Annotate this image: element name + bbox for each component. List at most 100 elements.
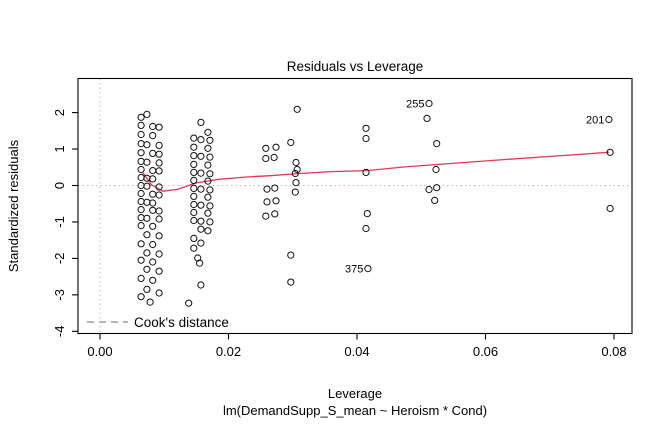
data-point xyxy=(149,222,157,230)
data-point xyxy=(149,132,157,140)
data-point xyxy=(143,214,151,222)
data-point xyxy=(196,259,204,267)
data-point xyxy=(423,114,431,123)
data-point xyxy=(291,188,299,196)
data-point xyxy=(137,157,145,165)
data-point xyxy=(185,299,193,307)
x-tick-label: 0.02 xyxy=(216,344,241,359)
data-point xyxy=(197,118,205,127)
data-point xyxy=(137,222,145,230)
data-point xyxy=(362,134,370,143)
cooks-distance-legend-label: Cook's distance xyxy=(134,315,229,330)
data-point xyxy=(204,209,212,217)
data-point xyxy=(262,144,270,152)
point-label-201: 201 xyxy=(586,114,604,126)
data-point xyxy=(287,138,295,147)
plot-title: Residuals vs Leverage xyxy=(287,59,424,74)
x-axis-label: Leverage xyxy=(328,386,382,401)
data-point xyxy=(206,153,214,161)
plot-border xyxy=(77,77,633,335)
data-point xyxy=(137,206,145,214)
data-point xyxy=(272,143,280,151)
data-point xyxy=(197,201,205,209)
data-point xyxy=(143,158,151,166)
data-point xyxy=(149,206,157,214)
data-point xyxy=(137,140,145,148)
data-point xyxy=(206,218,214,226)
data-point xyxy=(143,265,151,273)
data-point xyxy=(364,265,372,273)
data-point xyxy=(155,123,163,131)
data-point xyxy=(137,121,145,130)
data-point xyxy=(155,207,163,215)
data-point xyxy=(270,153,278,161)
data-point xyxy=(149,122,157,131)
data-point xyxy=(137,240,145,248)
point-label-255: 255 xyxy=(406,98,424,110)
data-point xyxy=(197,239,205,247)
data-point xyxy=(431,196,439,204)
y-tick-label: -2 xyxy=(52,253,67,265)
data-point xyxy=(143,182,151,190)
data-point xyxy=(271,184,279,192)
data-point xyxy=(143,285,151,293)
data-point xyxy=(363,210,371,218)
x-tick-label: 0.00 xyxy=(87,344,112,359)
data-point xyxy=(197,185,205,193)
data-point xyxy=(137,197,145,206)
data-point xyxy=(271,210,279,218)
data-point xyxy=(197,225,205,233)
data-point xyxy=(206,136,214,144)
point-label-375: 375 xyxy=(345,263,363,275)
data-point xyxy=(190,234,198,242)
data-point xyxy=(190,192,198,200)
data-point xyxy=(146,298,154,306)
data-point xyxy=(197,136,205,144)
data-point xyxy=(262,154,270,163)
data-point xyxy=(137,149,145,157)
data-point xyxy=(137,165,145,174)
data-point xyxy=(137,256,145,264)
data-point xyxy=(204,161,212,169)
data-point xyxy=(197,217,205,225)
data-point xyxy=(204,227,212,235)
data-point xyxy=(155,267,163,275)
y-axis-label: Standardized residuals xyxy=(6,139,21,272)
data-point xyxy=(149,149,157,157)
chart-layer: 0.00 0.02 0.04 0.06 0.08 -4 -3 -2 -1 0 1 2 255 201 375 xyxy=(52,78,632,359)
data-point xyxy=(190,176,198,184)
data-point xyxy=(197,281,205,289)
y-tick-label: -3 xyxy=(52,289,67,301)
data-point xyxy=(204,144,212,152)
data-point xyxy=(263,198,271,206)
data-point xyxy=(143,110,151,119)
data-point xyxy=(190,168,198,176)
data-point xyxy=(190,152,198,160)
data-point xyxy=(155,167,163,175)
data-point xyxy=(149,175,157,183)
data-point xyxy=(362,168,370,176)
data-point xyxy=(190,216,198,225)
data-point xyxy=(137,113,145,121)
data-point xyxy=(155,183,163,191)
data-point xyxy=(292,158,300,167)
data-point xyxy=(206,186,214,194)
data-point xyxy=(197,169,205,177)
data-point xyxy=(137,130,145,139)
data-point xyxy=(190,160,198,168)
model-formula-label: lm(DemandSupp_S_mean ~ Heroism * Cond) xyxy=(223,403,487,418)
data-point xyxy=(155,191,163,199)
data-point xyxy=(137,173,145,182)
data-point xyxy=(291,169,299,178)
data-point xyxy=(137,214,145,222)
data-point xyxy=(292,179,300,187)
data-point xyxy=(190,134,198,142)
data-point xyxy=(155,289,163,297)
data-point xyxy=(206,170,214,178)
x-tick-label: 0.08 xyxy=(601,344,626,359)
data-point xyxy=(155,150,163,158)
data-point xyxy=(605,115,613,124)
data-point xyxy=(143,231,151,239)
data-point xyxy=(432,165,440,174)
